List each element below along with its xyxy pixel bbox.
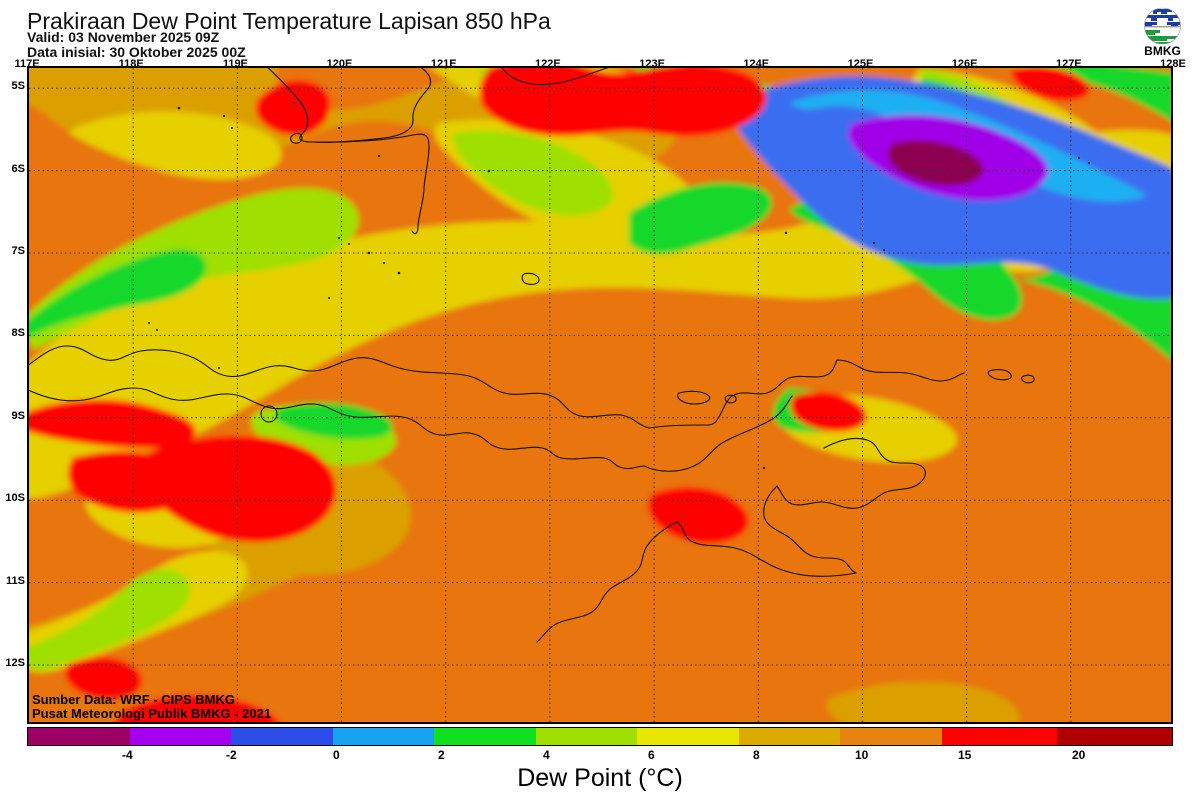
svg-text:BMKG: BMKG bbox=[1144, 44, 1181, 56]
